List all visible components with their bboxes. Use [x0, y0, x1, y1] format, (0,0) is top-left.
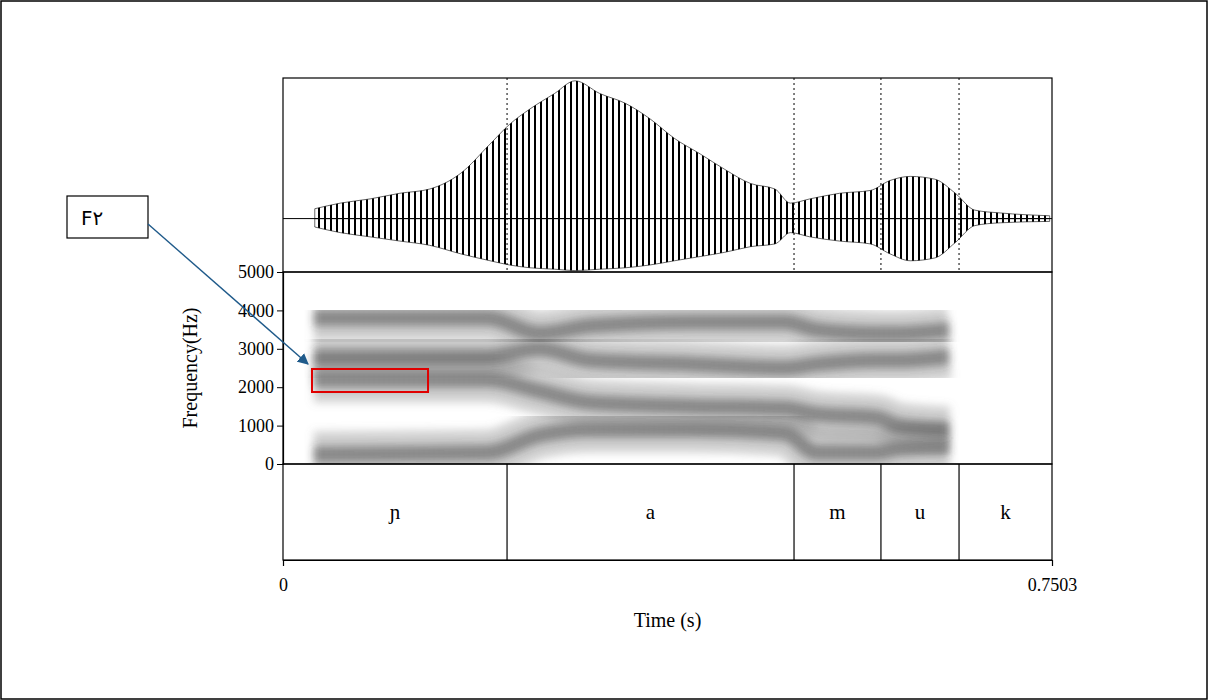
y-tick-mark [277, 464, 283, 465]
y-tick-mark [277, 310, 283, 311]
segment-label: m [829, 500, 845, 524]
y-tick-mark [277, 272, 283, 273]
x-tick-label: 0 [279, 575, 288, 595]
y-tick: 0 [265, 454, 283, 474]
x-axis-line [284, 561, 1053, 567]
y-tick: 3000 [238, 339, 283, 359]
y-tick-mark [277, 349, 283, 350]
y-tick: 1000 [238, 416, 283, 436]
boundary-dotted [959, 78, 960, 272]
callout-arrow [148, 224, 308, 364]
y-tick-label: 1000 [238, 416, 274, 436]
y-tick: 2000 [238, 377, 283, 397]
callout-label: F٢ [81, 206, 103, 230]
y-axis-line [277, 273, 284, 465]
x-tick-mark [283, 560, 284, 566]
segment-label: a [646, 500, 656, 524]
x-tick-label: 0.7503 [1028, 575, 1078, 595]
figure: ɲ a m u k 0 1000 2000 3000 4000 5000 0 0.7503 Time (s… [0, 0, 1208, 700]
y-axis: 0 1000 2000 3000 4000 5000 [238, 262, 284, 474]
x-tick: 0.7503 [1028, 560, 1078, 595]
y-tick: 5000 [238, 262, 283, 282]
x-tick-mark [1052, 560, 1053, 566]
waveform-lower [315, 219, 1050, 271]
segment-label: ɲ [388, 500, 401, 524]
y-tick-mark [277, 426, 283, 427]
formant-haze [314, 318, 949, 333]
y-tick-mark [277, 387, 283, 388]
waveform [283, 81, 1052, 271]
segment-label: u [915, 500, 926, 524]
boundary-dotted [880, 78, 881, 272]
boundary-tier [793, 464, 794, 560]
y-axis-title: Frequency(Hz) [179, 307, 202, 428]
waveform-baseline [283, 218, 1052, 219]
boundary-tier [880, 464, 881, 560]
formant-band [314, 318, 949, 333]
x-axis-title: Time (s) [634, 609, 702, 632]
waveform-upper [315, 81, 1050, 219]
formant-haze [314, 380, 949, 430]
spectrogram [314, 318, 949, 454]
tier-frame [283, 464, 1052, 560]
boundary-tier [958, 464, 959, 560]
y-tick-label: 5000 [238, 262, 274, 282]
spectrogram-frame [283, 272, 1052, 464]
x-axis: 0 0.7503 [279, 560, 1077, 595]
boundary-dotted [794, 78, 795, 272]
y-tick-label: 2000 [238, 377, 274, 397]
y-tick-label: 3000 [238, 339, 274, 359]
boundary-dotted [507, 78, 508, 272]
segment-label: k [1000, 500, 1011, 524]
highlight-box [312, 369, 428, 392]
waveform-frame [283, 78, 1052, 272]
callout-box [67, 196, 148, 238]
y-tick-label: 0 [265, 454, 274, 474]
outer-frame [1, 1, 1207, 699]
y-tick: 4000 [238, 301, 283, 321]
formant-band [314, 380, 949, 430]
boundary-tier [506, 464, 507, 560]
x-tick: 0 [279, 560, 288, 595]
